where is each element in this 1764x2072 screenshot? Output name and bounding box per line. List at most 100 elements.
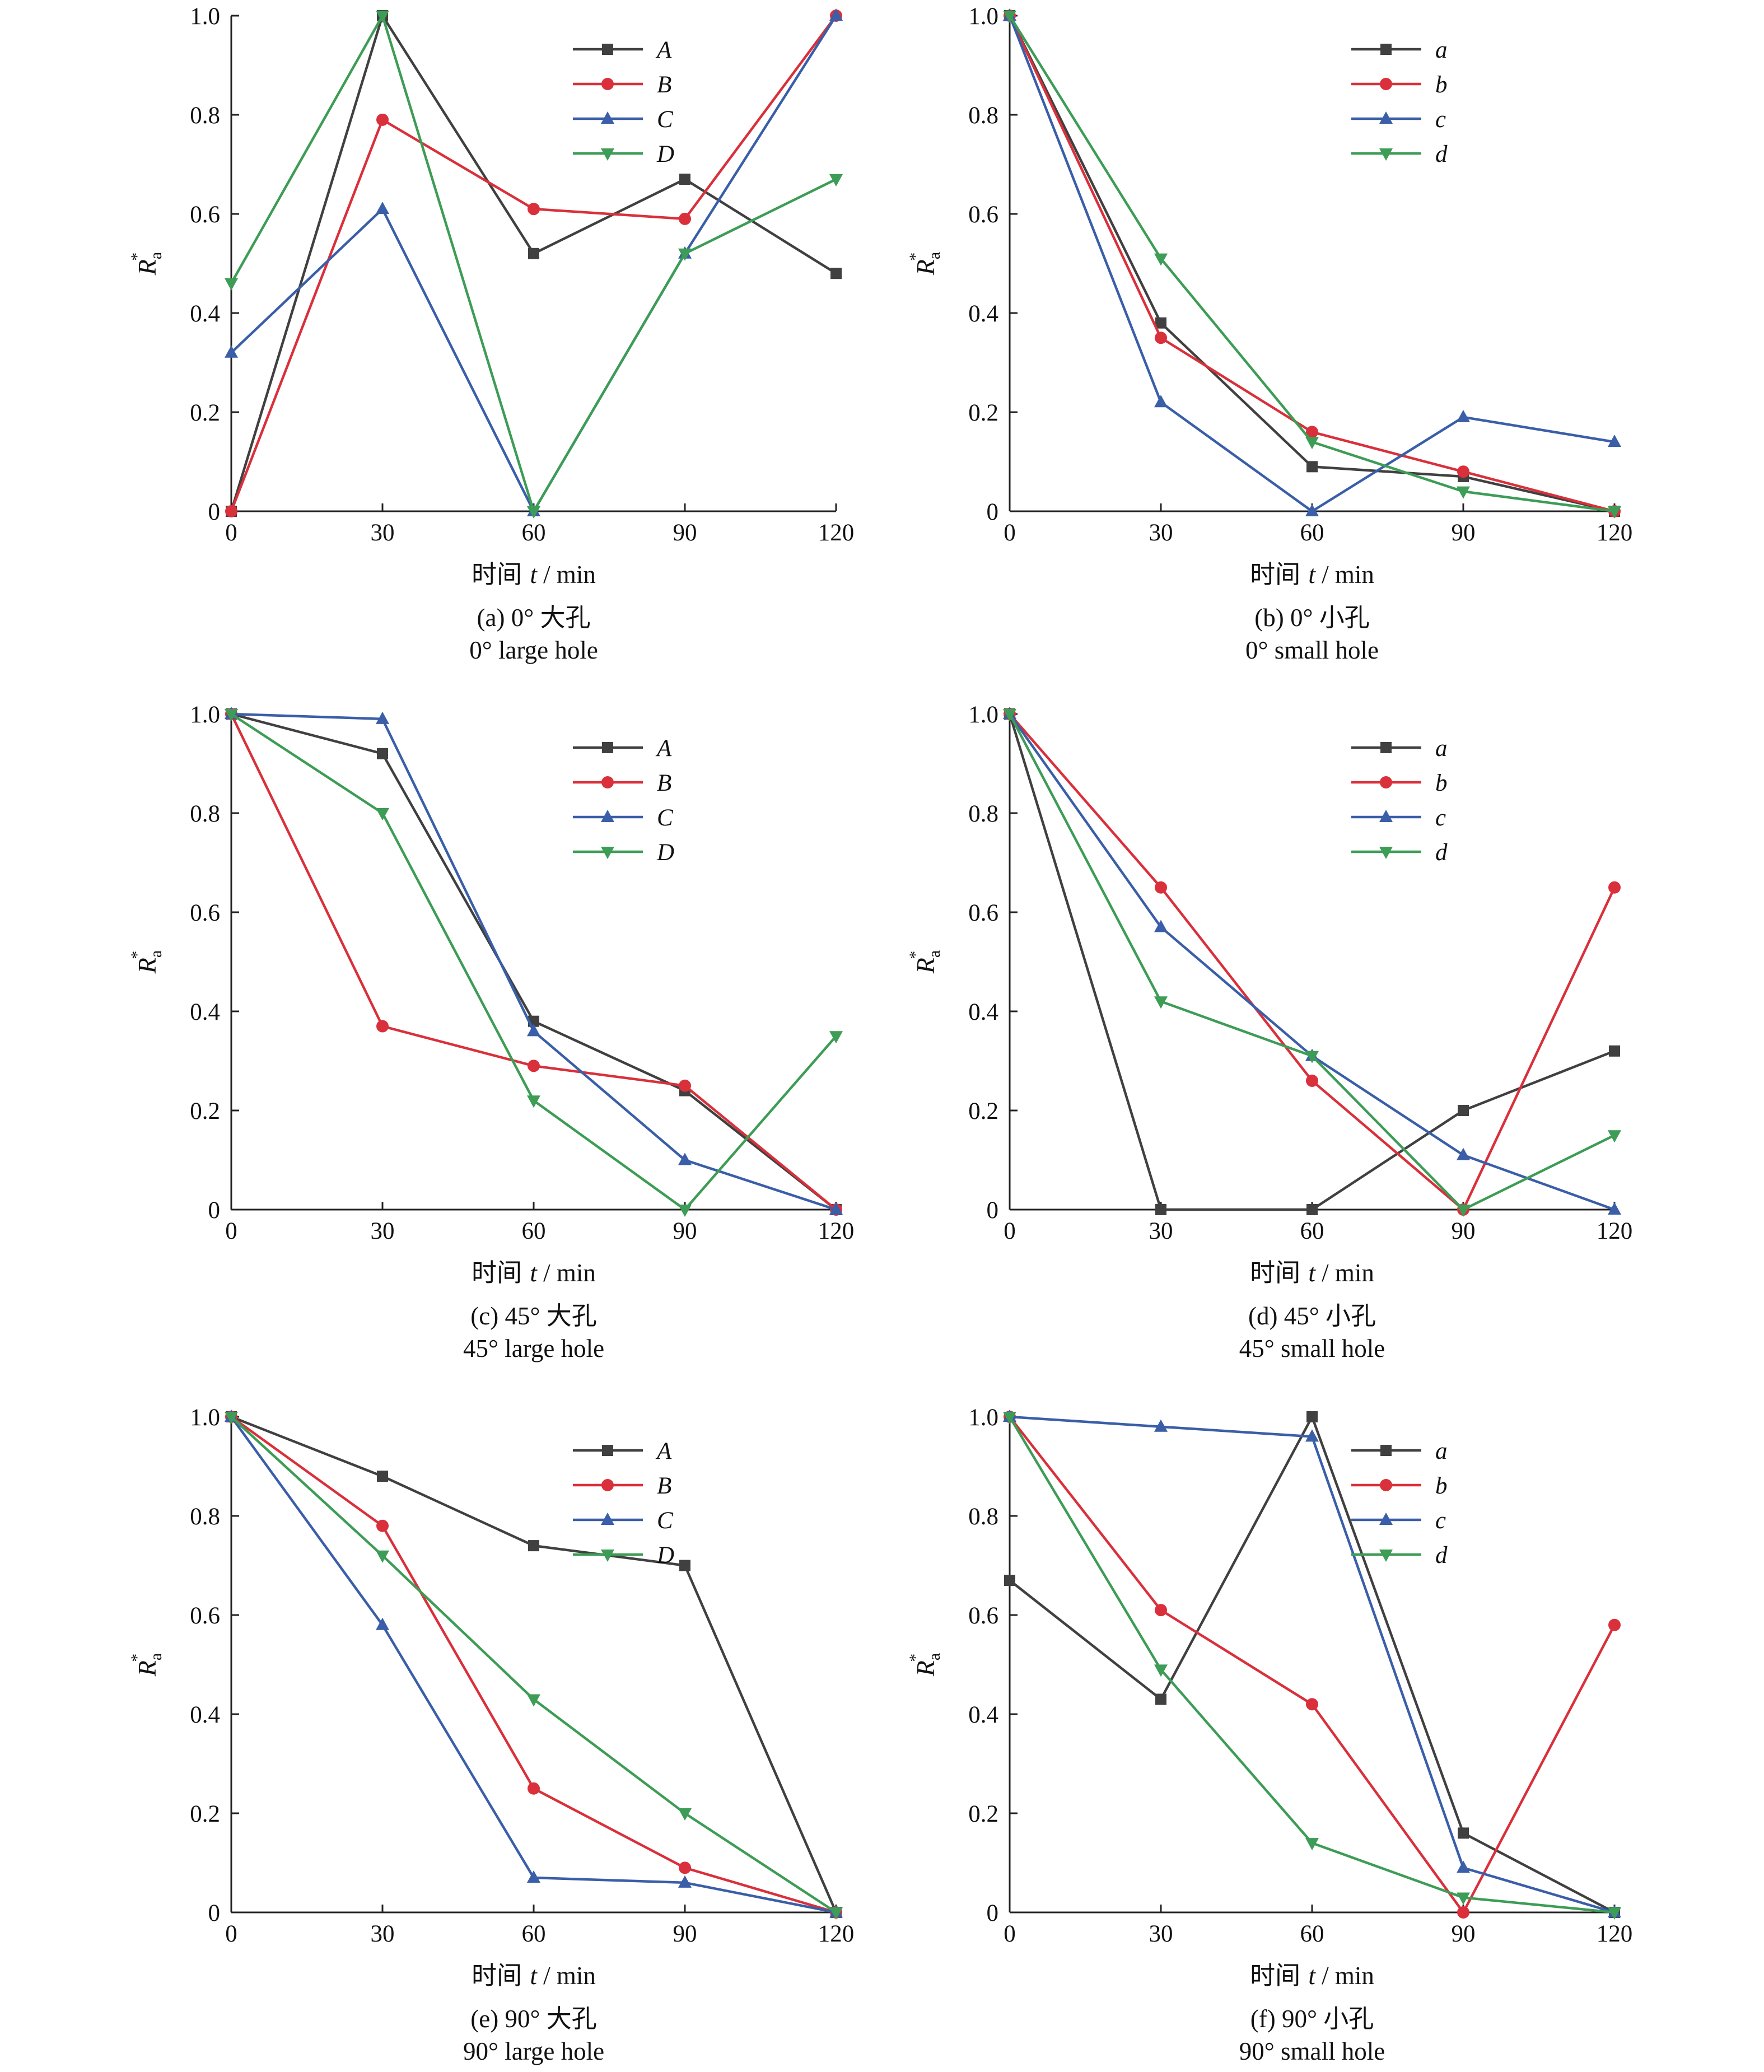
data-point-C (225, 345, 238, 358)
data-point-d (1305, 1838, 1319, 1851)
legend-label: B (657, 1473, 671, 1499)
data-point-C (527, 1024, 540, 1037)
legend-label: a (1435, 735, 1448, 762)
data-point-C (376, 202, 389, 214)
data-point-c (1457, 409, 1470, 422)
x-tick-label: 0 (1004, 1921, 1016, 1947)
data-point-A (679, 1560, 690, 1571)
legend-label: D (656, 839, 674, 866)
y-tick-label: 1.0 (190, 3, 220, 30)
data-point-c (1154, 395, 1168, 408)
legend-entry-D: D (573, 141, 674, 167)
y-tick-label: 0 (987, 1900, 999, 1926)
x-tick-label: 90 (673, 520, 697, 546)
legend-entry-A: A (573, 37, 672, 63)
legend-label: C (657, 805, 674, 831)
caption-cn: (b) 0° 小孔 (1254, 604, 1369, 632)
series-line-d (1009, 713, 1615, 1211)
data-point-A (377, 1471, 388, 1482)
y-axis-label-sub: a (147, 1653, 165, 1660)
legend-label: a (1435, 37, 1448, 63)
legend-marker-b (1380, 776, 1392, 788)
data-point-B (528, 203, 540, 216)
y-tick-label: 0.4 (968, 301, 998, 327)
caption-cn: (d) 45° 小孔 (1248, 1302, 1376, 1330)
legend-entry-A: A (573, 735, 672, 762)
legend-marker-c (1379, 111, 1393, 124)
x-axis-label-unit: / min (537, 561, 596, 589)
x-tick-label: 60 (522, 520, 546, 546)
x-tick-label: 30 (371, 1921, 395, 1947)
data-point-c (1608, 1202, 1621, 1215)
y-tick-label: 0.4 (190, 999, 220, 1025)
y-tick-label: 0.4 (190, 1702, 220, 1728)
y-axis-label: Ra* (906, 1653, 944, 1677)
legend-marker-b (1380, 78, 1392, 90)
data-point-c (1608, 435, 1621, 447)
series-line-B (230, 15, 837, 512)
legend-entry-B: B (573, 72, 671, 98)
legend-label: d (1435, 141, 1448, 167)
legend-marker-C (601, 810, 614, 822)
caption-cn: (c) 45° 大孔 (470, 1302, 596, 1330)
y-tick-label: 0.4 (190, 301, 220, 327)
legend-label: c (1435, 106, 1446, 133)
y-tick-label: 0.4 (968, 1702, 998, 1728)
series-line-B (230, 713, 837, 1211)
data-point-a (1004, 1575, 1015, 1586)
x-tick-label: 0 (225, 520, 237, 546)
x-tick-label: 120 (818, 1218, 855, 1244)
series-line-C (230, 1416, 837, 1914)
y-axis-label-sup: * (128, 253, 146, 261)
data-point-a (1306, 461, 1318, 473)
legend-entry-c: c (1351, 1508, 1446, 1534)
legend-marker-d (1379, 1550, 1393, 1562)
series-line-B (230, 1416, 837, 1914)
data-point-D (678, 1808, 692, 1821)
data-point-c (1154, 920, 1168, 932)
y-tick-label: 1.0 (968, 1404, 998, 1431)
legend-label: C (657, 1508, 674, 1534)
x-axis-label-text: 时间 (472, 1961, 530, 1990)
data-point-b (1457, 465, 1469, 478)
legend-label: c (1435, 805, 1446, 831)
data-point-B (679, 1079, 691, 1092)
data-point-D (225, 1412, 238, 1424)
x-axis-label-var: t (530, 1962, 538, 1990)
data-point-A (528, 248, 539, 259)
y-axis-label-sub: a (925, 1653, 944, 1660)
x-axis-label-var: t (530, 1259, 538, 1287)
x-tick-label: 30 (371, 520, 395, 546)
x-axis-label-var: t (530, 561, 538, 589)
y-axis-label: Ra* (906, 252, 944, 276)
x-axis-label: 时间 t / min (1250, 1258, 1374, 1287)
legend-marker-D (601, 1550, 614, 1562)
x-axis-label: 时间 t / min (472, 559, 596, 589)
x-tick-label: 60 (1300, 520, 1324, 546)
data-point-C (678, 1152, 692, 1165)
data-point-b (1457, 1906, 1469, 1919)
y-tick-label: 0.6 (968, 1603, 998, 1629)
legend-label: b (1435, 1473, 1448, 1499)
y-tick-label: 0.4 (968, 999, 998, 1025)
data-point-D (527, 1095, 540, 1108)
data-point-a (1458, 1827, 1469, 1839)
data-point-a (1609, 1045, 1620, 1057)
legend-marker-B (601, 776, 614, 788)
y-axis-label-sub: a (925, 252, 944, 259)
series-line-A (230, 14, 837, 512)
legend-label: A (655, 1438, 672, 1464)
data-point-b (1608, 881, 1621, 894)
x-tick-label: 120 (818, 520, 855, 546)
y-axis-label-sup: * (906, 253, 925, 261)
x-tick-label: 60 (522, 1218, 546, 1244)
legend-marker-D (601, 148, 614, 161)
y-axis-label-main: R (133, 958, 161, 974)
legend-entry-d: d (1351, 1542, 1448, 1569)
y-tick-label: 0.6 (968, 202, 998, 228)
panel-e: 0 30 60 90 120 0 0.2 0.4 0.6 0.8 1.0 Ra* 时间 t / min (… (128, 1404, 854, 2065)
data-point-B (376, 1020, 389, 1033)
y-tick-label: 0.2 (968, 1098, 998, 1124)
